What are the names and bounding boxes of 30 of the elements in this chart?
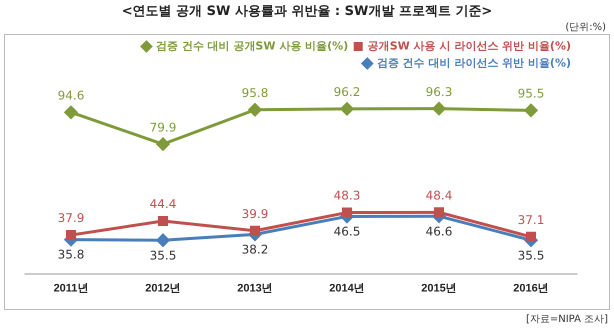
data-label: 95.8 [242, 86, 268, 100]
x-tick-label: 2013년 [237, 282, 273, 294]
data-label: 37.9 [58, 211, 84, 226]
data-label: 35.5 [518, 248, 544, 262]
legend-label: 공개SW 사용 시 라이선스 위반 비율(%) [368, 39, 571, 52]
x-tick-label: 2012년 [145, 282, 181, 294]
chart-title: <연도별 공개 SW 사용률과 위반율 : SW개발 프로젝트 기준> [120, 3, 494, 20]
data-label: 38.2 [242, 242, 268, 257]
data-label: 46.5 [334, 224, 360, 239]
data-label: 35.5 [150, 248, 176, 262]
data-label: 39.9 [242, 206, 268, 221]
x-tick-label: 2016년 [513, 282, 549, 294]
text: (단위:%) [565, 21, 606, 34]
data-label: 35.8 [58, 248, 84, 262]
data-label: 37.1 [518, 212, 544, 227]
data-label: 48.3 [334, 188, 360, 203]
data-label: 94.6 [58, 88, 84, 102]
data-label: 96.3 [426, 84, 452, 99]
x-tick-label: 2014년 [329, 282, 365, 294]
text: [자료=NIPA 조사] [526, 313, 608, 326]
data-label: 44.4 [150, 197, 176, 212]
legend-label: 검증 건수 대비 라이선스 위반 비율(%) [376, 56, 572, 70]
data-label: 48.4 [426, 188, 452, 202]
data-label: 95.5 [518, 86, 544, 101]
legend-label: 검증 건수 대비 공개SW 사용 비율(%) [156, 39, 348, 52]
x-tick-label: 2011년 [54, 282, 88, 294]
data-label: 46.6 [426, 224, 452, 238]
data-label: 96.2 [334, 84, 360, 99]
x-tick-label: 2015년 [421, 282, 457, 294]
data-label: 79.9 [150, 120, 176, 134]
